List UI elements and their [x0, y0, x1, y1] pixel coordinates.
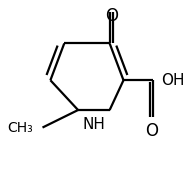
Text: O: O — [105, 7, 118, 25]
Text: OH: OH — [161, 73, 184, 88]
Text: CH₃: CH₃ — [7, 121, 33, 135]
Text: NH: NH — [82, 117, 105, 132]
Text: O: O — [145, 122, 158, 140]
